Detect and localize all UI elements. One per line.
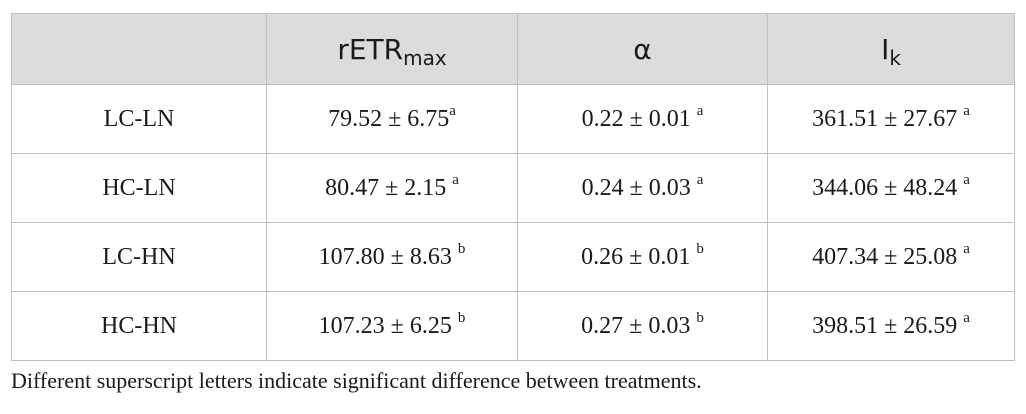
significance-letter: b [696, 309, 704, 326]
table-cell: 0.27 ± 0.03 b [517, 291, 768, 361]
significance-letter: a [696, 171, 704, 188]
significance-letter: a [963, 171, 970, 188]
significance-letter: a [963, 102, 970, 119]
row-label: LC-LN [11, 84, 267, 154]
table-cell: 0.22 ± 0.01 a [517, 84, 768, 154]
header-retr-max: rETRmax [266, 13, 518, 85]
table-cell: 79.52 ± 6.75a [266, 84, 518, 154]
table-cell: 361.51 ± 27.67 a [767, 84, 1015, 154]
table-cell: 0.24 ± 0.03 a [517, 153, 768, 223]
row-label: LC-HN [11, 222, 267, 292]
table-cell: 407.34 ± 25.08 a [767, 222, 1015, 292]
row-label: HC-LN [11, 153, 267, 223]
table-cell: 398.51 ± 26.59 a [767, 291, 1015, 361]
table-cell: 344.06 ± 48.24 a [767, 153, 1015, 223]
header-main-text: α [633, 32, 652, 66]
significance-letter: a [449, 102, 456, 119]
significance-letter: a [963, 240, 970, 257]
significance-letter: a [963, 309, 970, 326]
table-cell: 107.80 ± 8.63 b [266, 222, 518, 292]
row-label: HC-HN [11, 291, 267, 361]
significance-letter: b [457, 309, 466, 326]
significance-letter: b [457, 240, 466, 257]
table-row: HC-HN 107.23 ± 6.25 b 0.27 ± 0.03 b 398.… [11, 291, 1015, 361]
header-subscript: k [889, 45, 901, 70]
table-cell: 80.47 ± 2.15 a [266, 153, 518, 223]
table-footnote: Different superscript letters indicate s… [11, 368, 702, 393]
table-cell: 107.23 ± 6.25 b [266, 291, 518, 361]
table-row: LC-HN 107.80 ± 8.63 b 0.26 ± 0.01 b 407.… [11, 222, 1015, 292]
header-main-text: I [881, 32, 890, 66]
header-ik: Ik [767, 13, 1015, 85]
table-row: LC-LN 79.52 ± 6.75a 0.22 ± 0.01 a 361.51… [11, 84, 1015, 154]
header-empty-cell [11, 13, 267, 85]
data-table-container: rETRmax α Ik LC-LN 79.52 ± 6.75a 0.22 ± … [11, 13, 1015, 361]
table-header-row: rETRmax α Ik [11, 13, 1015, 85]
header-main-text: rETR [337, 32, 404, 66]
table-row: HC-LN 80.47 ± 2.15 a 0.24 ± 0.03 a 344.0… [11, 153, 1015, 223]
header-alpha: α [517, 13, 768, 85]
significance-letter: a [452, 171, 459, 188]
significance-letter: b [696, 240, 704, 257]
header-subscript: max [403, 45, 447, 70]
data-table: rETRmax α Ik LC-LN 79.52 ± 6.75a 0.22 ± … [11, 13, 1015, 361]
table-cell: 0.26 ± 0.01 b [517, 222, 768, 292]
significance-letter: a [696, 102, 704, 119]
